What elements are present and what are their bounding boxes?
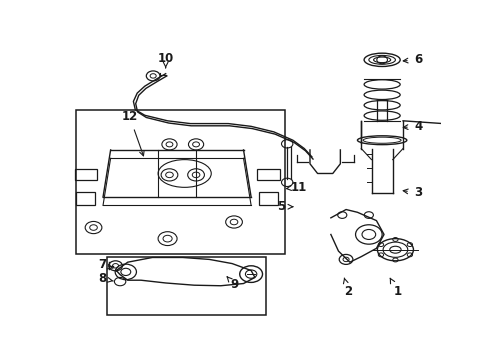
- Text: 1: 1: [390, 278, 401, 298]
- Text: 6: 6: [403, 53, 422, 66]
- Text: 12: 12: [122, 110, 144, 156]
- Text: 9: 9: [227, 276, 238, 291]
- Text: 8: 8: [98, 272, 113, 285]
- Text: 4: 4: [403, 120, 422, 133]
- Bar: [107, 257, 267, 315]
- Text: 3: 3: [403, 186, 422, 199]
- Text: 7: 7: [98, 258, 113, 271]
- Text: 5: 5: [277, 200, 293, 213]
- Text: 10: 10: [158, 52, 174, 68]
- Bar: [76, 110, 285, 254]
- Text: 2: 2: [343, 278, 352, 298]
- Text: 11: 11: [287, 181, 307, 194]
